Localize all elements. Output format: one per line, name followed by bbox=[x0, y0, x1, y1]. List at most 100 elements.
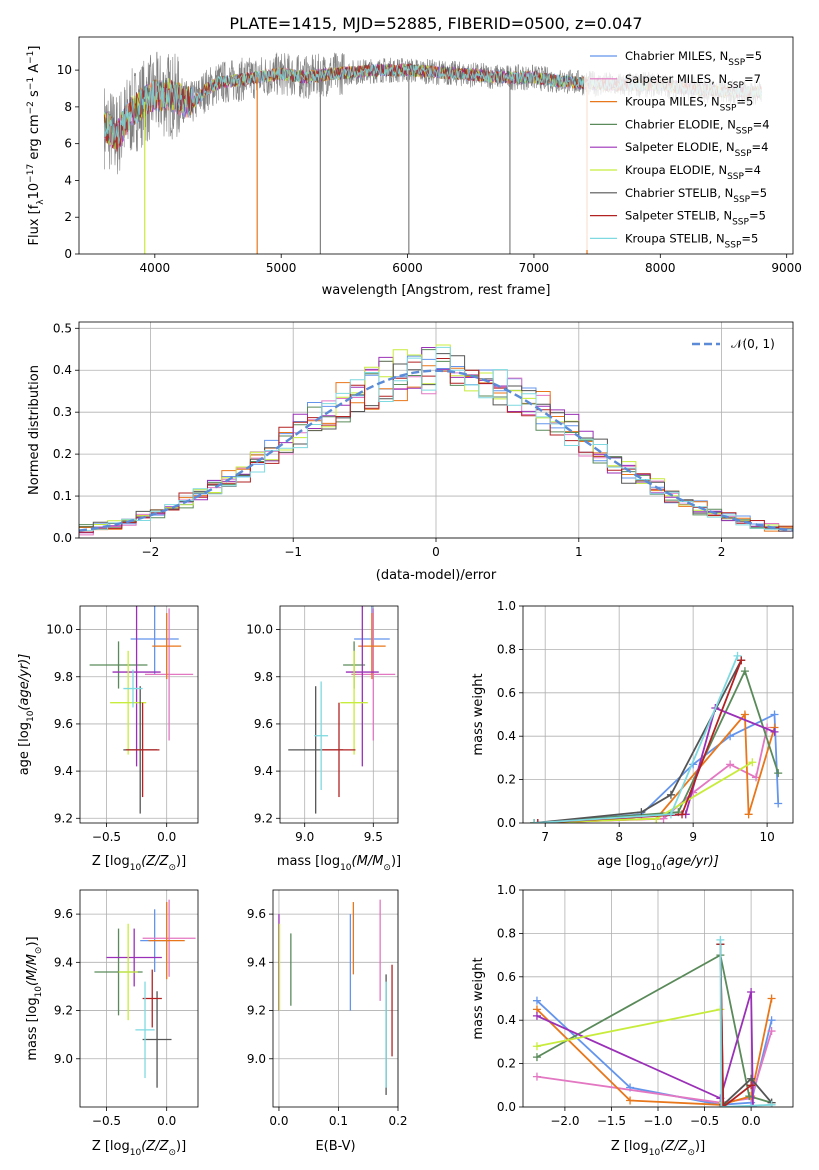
y-tick-label: 0 bbox=[64, 247, 72, 261]
y-tick-label: 0.0 bbox=[497, 816, 516, 830]
label-part: =5 bbox=[741, 231, 758, 245]
legend-label: Kroupa STELIB, NSSP=5 bbox=[625, 231, 758, 250]
mass-weight-marker bbox=[666, 790, 675, 799]
x-axis-label: E(B-V) bbox=[315, 1139, 355, 1154]
age-vs-metallicity-panel: −0.5 0.09.29.49.69.810.0Z [log10(Z/Z⊙)]ag… bbox=[17, 605, 199, 873]
y-tick-label: 0.0 bbox=[497, 1100, 516, 1114]
label-part: Kroupa STELIB, bbox=[625, 231, 716, 245]
label-part: (Z/Z bbox=[141, 1139, 169, 1154]
x-tick-label: 9000 bbox=[771, 261, 802, 275]
axes-frame bbox=[79, 889, 199, 1108]
label-part: −2 bbox=[26, 101, 36, 114]
label-part: N bbox=[711, 95, 720, 109]
mass-weight-marker bbox=[733, 651, 742, 660]
label-part: 10 bbox=[340, 863, 352, 873]
y-tick-label: 0.3 bbox=[53, 405, 72, 419]
y-tick-label: 0.4 bbox=[497, 729, 516, 743]
x-tick-label: 9.5 bbox=[364, 830, 383, 844]
y-tick-label: 0.6 bbox=[497, 686, 516, 700]
x-axis-label: Z [log10(Z/Z⊙)] bbox=[92, 854, 186, 873]
x-tick-label: −1.0 bbox=[643, 1114, 672, 1128]
label-part: −1 bbox=[26, 77, 36, 90]
label-part: −1 bbox=[26, 51, 36, 64]
mass-weight-plot-area bbox=[532, 935, 776, 1107]
label-part: SSP bbox=[736, 126, 753, 136]
mass-weight-vs-age-panel: 7 8 9 10 0.0 0.2 0.4 0.6 0.8 1.0 mass weight age [l… bbox=[471, 599, 794, 873]
y-tick-label: 0.8 bbox=[497, 642, 516, 656]
x-tick-label: 10 bbox=[759, 830, 774, 844]
y-tick-label: 9.2 bbox=[254, 811, 273, 825]
errorbar-plot-area bbox=[288, 606, 396, 814]
label-part: (Z/Z bbox=[141, 854, 169, 869]
mass-vs-reddening-panel: 0.0 0.1 0.2 9.0 9.2 9.4 9.6 E(B-V) bbox=[247, 889, 408, 1154]
mass-weight-marker bbox=[716, 935, 725, 944]
mass-weight-marker bbox=[626, 1096, 635, 1105]
label-part: Kroupa ELODIE, bbox=[625, 163, 718, 177]
mass-weight-marker bbox=[530, 819, 539, 823]
y-tick-label: 9.8 bbox=[54, 670, 73, 684]
label-part: )] bbox=[176, 854, 186, 869]
mass-weight-marker bbox=[774, 799, 783, 808]
figure-title: PLATE=1415, MJD=52885, FIBERID=0500, z=0… bbox=[229, 14, 642, 33]
label-part: SSP bbox=[728, 58, 745, 68]
label-part: Z [log bbox=[92, 1139, 130, 1154]
age-vs-mass-panel: 9.0 9.5 9.2 9.4 9.6 9.8 10.0 mass [log10(M/M⊙)] bbox=[246, 605, 401, 873]
x-tick-label: 0.0 bbox=[157, 830, 176, 844]
legend-label: Salpeter STELIB, NSSP=5 bbox=[625, 209, 766, 228]
label-part: =5 bbox=[736, 95, 753, 109]
label-part: )] bbox=[25, 936, 40, 946]
label-part: 10 bbox=[130, 863, 142, 873]
axes-frame bbox=[522, 889, 794, 1108]
label-part: (age/yr)] bbox=[17, 654, 32, 711]
label-part: ] bbox=[27, 46, 42, 51]
mass-weight-marker bbox=[637, 808, 646, 817]
label-part: N bbox=[725, 186, 734, 200]
y-tick-label: 0.4 bbox=[497, 1013, 516, 1027]
mass-weight-marker bbox=[770, 727, 779, 736]
label-part: 10 bbox=[130, 1148, 142, 1158]
x-tick-label: 8 bbox=[615, 830, 623, 844]
mass-weight-marker bbox=[748, 1103, 757, 1107]
label-part: SSP bbox=[725, 240, 742, 250]
label-part: Chabrier STELIB, bbox=[625, 186, 725, 200]
label-part: mass [log bbox=[25, 997, 40, 1060]
label-part: 10 bbox=[27, 183, 42, 200]
x-tick-label: 0.0 bbox=[269, 1114, 288, 1128]
label-part: )] bbox=[176, 1139, 186, 1154]
mass-weight-marker bbox=[532, 1042, 541, 1051]
x-tick-label: −2.0 bbox=[550, 1114, 579, 1128]
label-part: ⊙ bbox=[34, 947, 44, 955]
y-tick-label: 0.4 bbox=[53, 363, 72, 377]
mass-weight-marker bbox=[774, 769, 783, 778]
x-tick-label: 5000 bbox=[266, 261, 297, 275]
label-part: λ bbox=[36, 199, 46, 205]
errorbar-plot-area bbox=[89, 606, 194, 814]
x-axis-label: (data-model)/error bbox=[376, 568, 497, 583]
label-part: =5 bbox=[750, 186, 767, 200]
mass-weight-marker bbox=[740, 710, 749, 719]
legend-background bbox=[584, 44, 790, 250]
axes-frame bbox=[78, 321, 794, 539]
y-tick-label: 10.0 bbox=[46, 623, 73, 637]
x-axis-label: age [log10(age/yr)] bbox=[597, 854, 719, 873]
y-tick-label: 9.0 bbox=[54, 1052, 73, 1066]
x-tick-label: −0.5 bbox=[92, 1114, 121, 1128]
legend-label: Chabrier ELODIE, NSSP=4 bbox=[625, 117, 770, 136]
y-tick-label: 9.4 bbox=[54, 955, 73, 969]
y-tick-label: 9.6 bbox=[254, 717, 273, 731]
x-tick-label: 0.2 bbox=[388, 1114, 407, 1128]
x-tick-label: 9.0 bbox=[295, 830, 314, 844]
x-tick-label: 6000 bbox=[392, 261, 423, 275]
label-part: )] bbox=[391, 854, 401, 869]
label-part: ⊙ bbox=[168, 863, 176, 873]
y-tick-label: 9.2 bbox=[247, 1004, 266, 1018]
normal-distribution-curve bbox=[79, 369, 793, 532]
label-part: SSP bbox=[720, 104, 737, 114]
label-part: SSP bbox=[727, 172, 744, 182]
mass-weight-marker bbox=[666, 810, 675, 819]
label-part: (M/M bbox=[25, 954, 40, 986]
legend-label: Salpeter ELODIE, NSSP=4 bbox=[625, 140, 768, 159]
label-part: =7 bbox=[744, 72, 761, 86]
residuals-panel: −2 −1 0 1 2 0.0 0.1 0.2 0.3 0.4 0.5 (data-model)/er… bbox=[27, 321, 794, 583]
legend-label: 𝒩(0, 1) bbox=[731, 337, 775, 351]
